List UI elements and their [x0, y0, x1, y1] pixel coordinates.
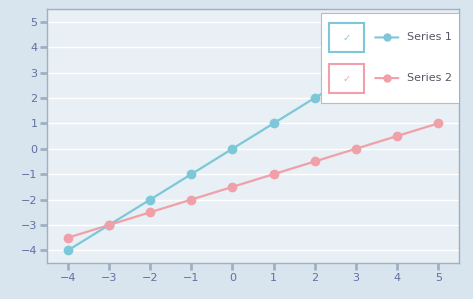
Text: ✓: ✓ [343, 74, 351, 84]
FancyBboxPatch shape [329, 64, 364, 93]
Text: Series 2: Series 2 [407, 73, 452, 83]
FancyBboxPatch shape [321, 13, 467, 103]
Text: Series 1: Series 1 [407, 32, 452, 42]
Text: ✓: ✓ [343, 33, 351, 43]
FancyBboxPatch shape [329, 23, 364, 52]
